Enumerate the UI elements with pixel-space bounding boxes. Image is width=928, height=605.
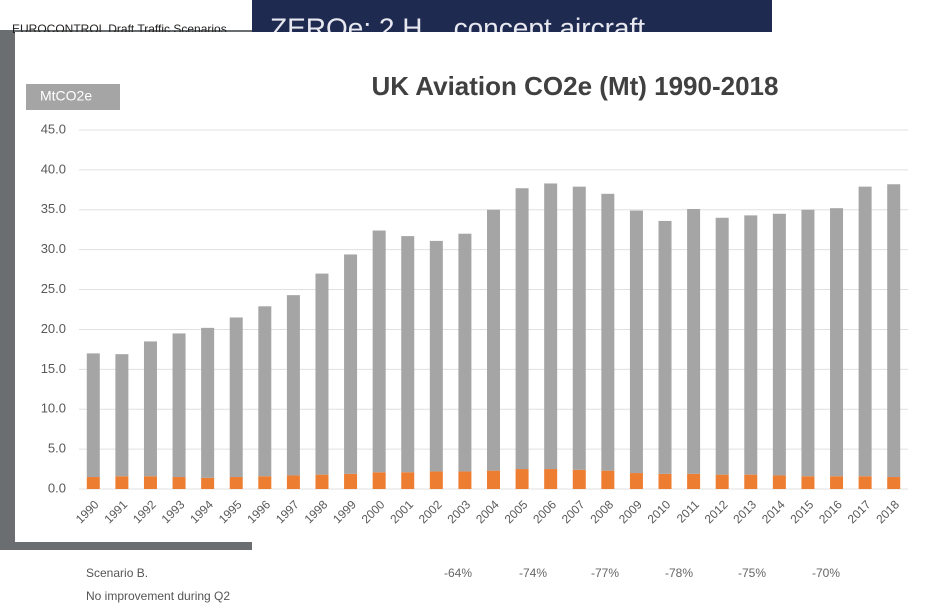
bar-segment	[401, 472, 415, 489]
bar-segment	[801, 209, 815, 477]
footer-reduction: -78%	[665, 566, 693, 580]
y-tick-label: 25.0	[41, 281, 66, 296]
bar-segment	[887, 477, 901, 489]
bar-segment	[172, 477, 186, 489]
bar-segment	[830, 476, 844, 489]
y-tick-label: 20.0	[41, 321, 66, 336]
bar-segment	[115, 476, 129, 489]
bar-segment	[458, 471, 472, 489]
footer-reduction: -64%	[444, 566, 472, 580]
bar-segment	[715, 217, 729, 475]
bar-segment	[801, 476, 815, 489]
bar-segment	[601, 470, 615, 489]
bar-segment	[658, 220, 672, 474]
bar-segment	[658, 473, 672, 489]
bar-segment	[372, 472, 386, 489]
footer-reduction: -77%	[591, 566, 619, 580]
bar-segment	[515, 469, 529, 489]
bar-segment	[201, 477, 215, 489]
footer-note: No improvement during Q2	[86, 589, 230, 603]
bar-segment	[258, 476, 272, 489]
footer-scenario: Scenario B.	[86, 566, 148, 580]
bar-segment	[172, 333, 186, 478]
bar-segment	[715, 474, 729, 489]
bar-segment	[86, 477, 100, 489]
bar-segment	[115, 354, 129, 477]
bar-segment	[687, 473, 701, 489]
bar-segment	[487, 470, 500, 489]
bar-segment	[344, 254, 358, 474]
bar-segment	[772, 213, 786, 476]
bar-segment	[629, 210, 643, 474]
bar-segment	[258, 306, 272, 477]
bar-segment	[143, 341, 157, 477]
unit-badge	[26, 84, 120, 110]
bar-segment	[687, 208, 701, 474]
bar-segment	[458, 233, 472, 472]
bar-segment	[544, 183, 558, 470]
footer-reduction: -74%	[519, 566, 547, 580]
bar-segment	[772, 475, 786, 489]
bar-segment	[515, 188, 529, 470]
bar-segment	[286, 295, 300, 476]
bar-segment	[572, 469, 586, 489]
bar-segment	[315, 474, 329, 489]
bar-segment	[544, 469, 558, 489]
bar-segment	[429, 471, 443, 489]
bar-segment	[344, 473, 358, 489]
bar-segment	[601, 193, 615, 471]
bar-segment	[315, 273, 329, 475]
bar-segment	[572, 186, 586, 470]
bar-segment	[401, 236, 415, 473]
bar-segment	[830, 208, 844, 477]
bar-segment	[229, 477, 243, 489]
bar-segment	[429, 240, 443, 472]
bar-segment	[201, 327, 215, 478]
y-tick-label: 0.0	[48, 480, 66, 495]
bar-segment	[629, 473, 643, 489]
y-tick-label: 30.0	[41, 241, 66, 256]
bar-segment	[487, 209, 500, 471]
bar-segment	[143, 476, 157, 489]
footer-reduction: -75%	[738, 566, 766, 580]
y-axis-label: MtCO2e	[40, 88, 92, 104]
bar-segment	[887, 184, 901, 478]
bar-segment	[86, 353, 100, 478]
y-tick-label: 40.0	[41, 161, 66, 176]
bar-segment	[744, 474, 758, 489]
footer-reduction: -70%	[812, 566, 840, 580]
bar-segment	[858, 476, 872, 489]
bar-segment	[372, 230, 386, 473]
bar-segment	[858, 186, 872, 477]
bar-segment	[286, 475, 300, 489]
y-tick-label: 45.0	[41, 121, 66, 136]
bar-segment	[229, 317, 243, 478]
chart-title: UK Aviation CO2e (Mt) 1990-2018	[372, 71, 779, 101]
y-tick-label: 5.0	[48, 441, 66, 456]
y-tick-label: 15.0	[41, 361, 66, 376]
background-slide	[252, 0, 772, 36]
bar-segment	[744, 215, 758, 475]
y-tick-label: 35.0	[41, 201, 66, 216]
y-tick-label: 10.0	[41, 401, 66, 416]
